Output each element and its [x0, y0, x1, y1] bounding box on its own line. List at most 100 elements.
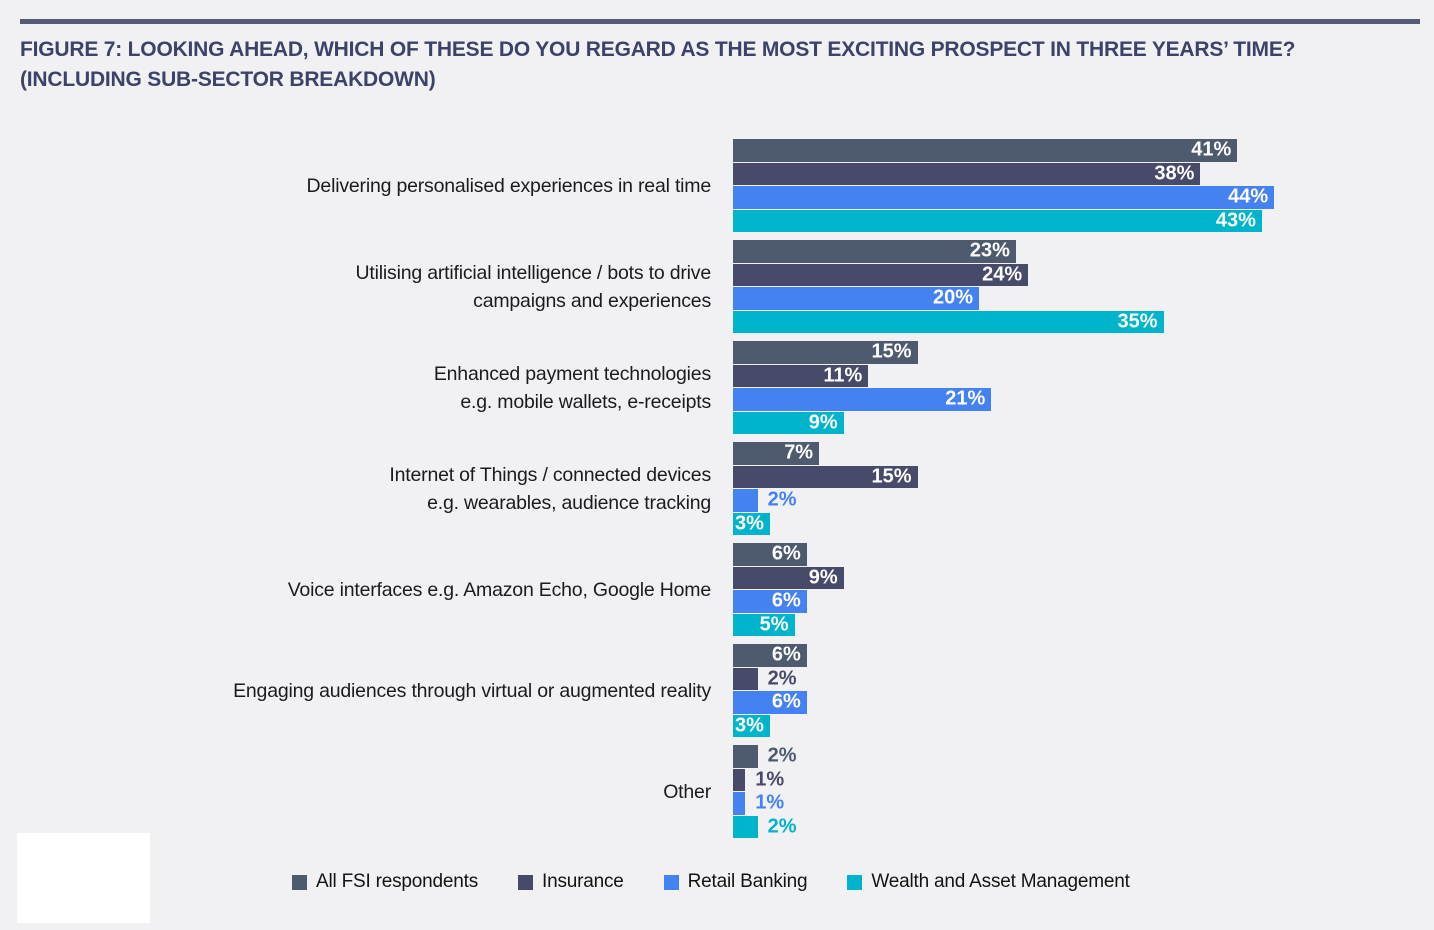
bar-value-label: 15% — [871, 465, 912, 488]
legend-swatch-icon — [292, 874, 307, 890]
category-group: Internet of Things / connected devices e.… — [0, 442, 1434, 535]
bar-value-label: 20% — [932, 286, 973, 309]
legend-label: Retail Banking — [687, 871, 808, 892]
bar-value-label: 23% — [969, 239, 1010, 262]
bar: 15% — [733, 341, 1434, 364]
bar-chart: Delivering personalised experiences in r… — [0, 139, 1434, 846]
bar: 3% — [733, 512, 1434, 535]
category-label: Delivering personalised experiences in r… — [306, 174, 712, 197]
bar-value-label: 2% — [767, 667, 797, 690]
category-label: Other — [663, 780, 711, 803]
bar-fill: 15% — [733, 341, 918, 364]
bar: 24% — [733, 263, 1434, 286]
bar-fill: 41% — [733, 138, 1238, 162]
bar: 41% — [733, 139, 1434, 162]
bar-fill — [733, 489, 758, 512]
bar-fill: 6% — [733, 691, 807, 714]
bar: 1% — [733, 768, 1434, 791]
bar-value-label: 6% — [771, 643, 801, 666]
bar-value-label: 1% — [755, 791, 785, 814]
category-label: Enhanced payment technologies e.g. mobile… — [433, 362, 711, 413]
bar: 38% — [733, 162, 1434, 185]
bar-fill: 21% — [733, 387, 992, 411]
bar-value-label: 3% — [734, 512, 764, 535]
bar-stack: 15% 11% 21% 9% — [733, 341, 1434, 434]
category-label: Internet of Things / connected devices e.… — [389, 463, 711, 514]
bar-value-label: 6% — [771, 690, 801, 713]
bar-fill: 23% — [733, 240, 1016, 263]
legend-swatch-icon — [518, 874, 534, 890]
bar-value-label: 2% — [767, 488, 797, 511]
bar-fill — [733, 815, 758, 838]
bar: 2% — [733, 815, 1434, 838]
category-group: Voice interfaces e.g. Amazon Echo, Googl… — [0, 543, 1434, 636]
category-group: Utilising artificial intelligence / bots… — [0, 240, 1434, 333]
bar-fill: 9% — [733, 566, 844, 589]
bar-value-label: 43% — [1215, 209, 1256, 232]
bar-value-label: 9% — [808, 411, 838, 434]
bar-fill: 24% — [733, 263, 1029, 286]
bar-fill: 44% — [733, 186, 1275, 209]
bar-value-label: 2% — [767, 815, 797, 838]
bar-fill — [733, 745, 758, 768]
legend-item: Insurance — [518, 871, 624, 893]
legend-swatch-icon — [847, 874, 863, 890]
category-group: Engaging audiences through virtual or au… — [0, 644, 1434, 737]
bar: 2% — [733, 489, 1434, 512]
figure-title: FIGURE 7: LOOKING AHEAD, WHICH OF THESE … — [20, 35, 1410, 95]
bar-fill: 6% — [733, 590, 807, 613]
bar-value-label: 6% — [771, 542, 801, 565]
bar-fill: 43% — [733, 209, 1262, 232]
legend-swatch-icon — [663, 874, 679, 890]
figure-title-line2: (INCLUDING SUB-SECTOR BREAKDOWN) — [20, 68, 436, 91]
bar-stack: 6% 9% 6% 5% — [733, 543, 1434, 636]
bar-fill: 6% — [733, 644, 807, 667]
bar-value-label: 38% — [1154, 162, 1195, 185]
legend-item: Wealth and Asset Management — [847, 871, 1130, 893]
bar-value-label: 35% — [1117, 310, 1158, 333]
bar: 15% — [733, 465, 1434, 488]
bar-value-label: 21% — [945, 387, 986, 410]
figure-title-line1: FIGURE 7: LOOKING AHEAD, WHICH OF THESE … — [20, 38, 1296, 61]
bar-fill: 38% — [733, 162, 1201, 185]
blank-patch — [17, 833, 150, 923]
bar-value-label: 9% — [808, 566, 838, 589]
bar: 20% — [733, 287, 1434, 310]
bar-value-label: 3% — [734, 714, 764, 737]
bar-fill: 15% — [733, 465, 918, 488]
bar-value-label: 24% — [982, 263, 1023, 286]
category-label: Utilising artificial intelligence / bots… — [355, 261, 712, 312]
bar: 35% — [733, 310, 1434, 333]
legend-item: All FSI respondents — [292, 871, 478, 893]
bar: 3% — [733, 714, 1434, 737]
bar-value-label: 15% — [871, 340, 912, 363]
bar-fill: 6% — [733, 543, 807, 566]
bar-fill: 20% — [733, 287, 979, 310]
category-group: Delivering personalised experiences in r… — [0, 139, 1434, 232]
bar: 6% — [733, 644, 1434, 667]
bar: 2% — [733, 745, 1434, 768]
bar-fill: 5% — [733, 613, 795, 636]
category-label: Voice interfaces e.g. Amazon Echo, Googl… — [287, 578, 711, 601]
bar: 6% — [733, 691, 1434, 714]
bar-value-label: 11% — [823, 364, 863, 387]
bar: 1% — [733, 792, 1434, 815]
bar-stack: 6% 2% 6% 3% — [733, 644, 1434, 737]
category-group: Other 2% 1% 1% 2% — [0, 745, 1434, 838]
bar-fill: 7% — [733, 442, 820, 465]
legend-label: Wealth and Asset Management — [871, 871, 1130, 892]
bar-value-label: 6% — [771, 589, 801, 612]
category-label: Engaging audiences through virtual or au… — [233, 679, 711, 702]
bar-fill: 3% — [733, 714, 770, 737]
bar-fill — [733, 768, 746, 791]
bar-fill: 35% — [733, 310, 1164, 333]
bar: 7% — [733, 442, 1434, 465]
bar-stack: 7% 15% 2% 3% — [733, 442, 1434, 535]
legend-label: Insurance — [542, 871, 624, 892]
bar: 11% — [733, 364, 1434, 387]
legend-label: All FSI respondents — [316, 871, 479, 892]
bar-value-label: 41% — [1191, 138, 1232, 161]
bar: 6% — [733, 543, 1434, 566]
bar: 23% — [733, 240, 1434, 263]
bar-fill: 11% — [733, 364, 869, 387]
